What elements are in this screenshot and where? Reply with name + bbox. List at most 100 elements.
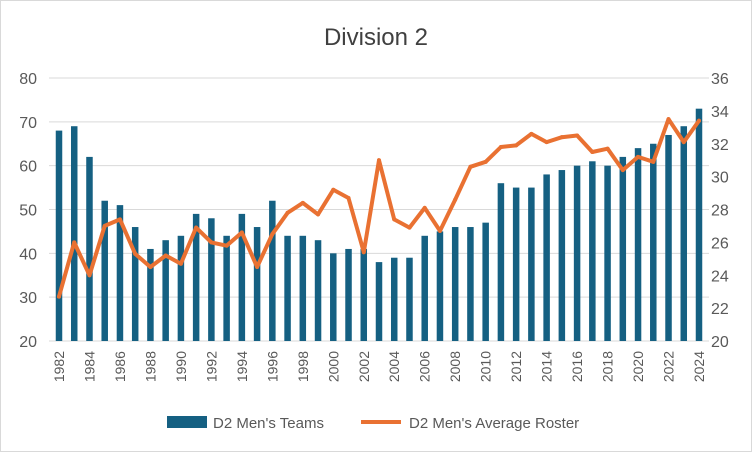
bar-2001 [345,248,352,341]
bar-1995 [253,227,261,341]
x-axis-tick-label: 1994 [234,351,250,382]
left-axis-tick-label: 50 [19,203,37,220]
x-axis-tick-label: 2018 [600,351,616,382]
right-axis-tick-label: 20 [711,334,729,351]
right-axis-tick-label: 24 [711,268,729,285]
bar-1991 [192,213,200,341]
left-axis-tick-label: 30 [19,290,37,307]
roster-point-2002 [361,250,366,255]
right-axis-tick-label: 22 [711,301,729,318]
roster-point-1997 [285,210,290,215]
roster-point-2012 [514,143,519,148]
roster-point-2008 [453,197,458,202]
left-axis-tick-label: 60 [19,159,37,176]
right-axis-tick-label: 28 [711,203,729,220]
chart-title: Division 2 [324,24,428,51]
bar-1988 [147,248,154,341]
line-series [57,117,701,299]
legend: D2 Men's Teams D2 Men's Average Roster [167,415,579,432]
roster-point-1986 [117,217,122,222]
bar-2015 [558,170,566,341]
roster-point-1993 [224,243,229,248]
bar-2009 [467,227,474,341]
bar-1997 [284,235,291,341]
bar-2024 [695,108,703,341]
right-axis-tick-label: 30 [711,170,729,187]
x-axis-tick-label: 2008 [447,351,463,382]
roster-point-2020 [636,154,641,159]
left-axis-tick-label: 70 [19,115,37,132]
bar-2022 [665,134,672,341]
roster-point-1983 [72,240,77,245]
x-axis-tick-label: 2022 [661,351,677,382]
bar-2006 [421,235,428,341]
roster-point-1992 [209,240,214,245]
bar-2014 [543,174,550,341]
roster-point-1995 [255,265,260,270]
roster-point-2021 [651,159,656,164]
x-axis-tick-label: 2006 [417,351,433,382]
left-axis-tick-label: 40 [19,246,37,263]
x-axis-tick-label: 2024 [691,351,707,382]
roster-point-1989 [163,253,168,258]
x-axis-tick-label: 2002 [356,351,372,382]
roster-point-1996 [270,232,275,237]
bar-2011 [497,183,505,341]
bar-1984 [86,156,93,341]
bar-1987 [131,227,139,341]
x-axis-tick-label: 1992 [203,351,219,382]
roster-point-2006 [422,205,427,210]
roster-point-1990 [178,261,183,266]
roster-point-2003 [377,158,381,163]
roster-point-2004 [392,217,397,222]
bar-2010 [482,222,489,341]
x-axis-tick-label: 1996 [264,351,280,382]
bar-1982 [55,130,63,341]
roster-point-1991 [194,225,199,230]
x-axis-tick-label: 2004 [386,351,402,382]
right-axis-tick-label: 36 [711,71,729,88]
roster-point-2013 [529,131,534,136]
legend-label-roster: D2 Men's Average Roster [409,415,579,432]
roster-point-2010 [483,159,488,164]
roster-point-2011 [498,145,503,150]
bar-1989 [162,240,169,341]
x-axis-tick-label: 2012 [508,351,524,382]
x-axis-tick-label: 1982 [51,351,67,382]
bar-2002 [360,248,368,341]
bar-1998 [299,235,307,341]
x-axis-tick-label: 1988 [142,351,158,382]
bar-2005 [406,257,413,341]
roster-point-1985 [102,223,107,228]
left-axis-tick-label: 80 [19,71,37,88]
bar-1985 [101,200,108,341]
roster-point-2000 [331,187,336,192]
roster-point-2001 [346,195,351,200]
bar-1993 [223,235,230,341]
right-axis-tick-label: 26 [711,235,729,252]
roster-point-2015 [559,135,564,140]
x-axis-tick-label: 2014 [539,351,555,382]
bar-2000 [330,253,337,341]
bar-2020 [634,148,642,341]
bar-1990 [177,235,185,341]
roster-point-2024 [697,118,701,123]
roster-point-2018 [605,146,610,151]
bar-2023 [680,126,688,341]
roster-point-2005 [407,225,412,230]
left-axis-tick-label: 20 [19,334,37,351]
roster-point-1982 [57,294,61,299]
bar-1999 [314,240,322,341]
roster-point-1999 [316,212,321,217]
bar-2019 [619,156,627,341]
bar-1983 [70,126,78,341]
x-axis-tick-label: 2016 [569,351,585,382]
bars [55,108,703,341]
bar-2007 [436,231,444,341]
x-axis-tick-label: 1984 [81,351,97,382]
roster-point-2019 [620,168,625,173]
bar-2013 [528,187,535,341]
x-axis-tick-label: 2020 [630,351,646,382]
